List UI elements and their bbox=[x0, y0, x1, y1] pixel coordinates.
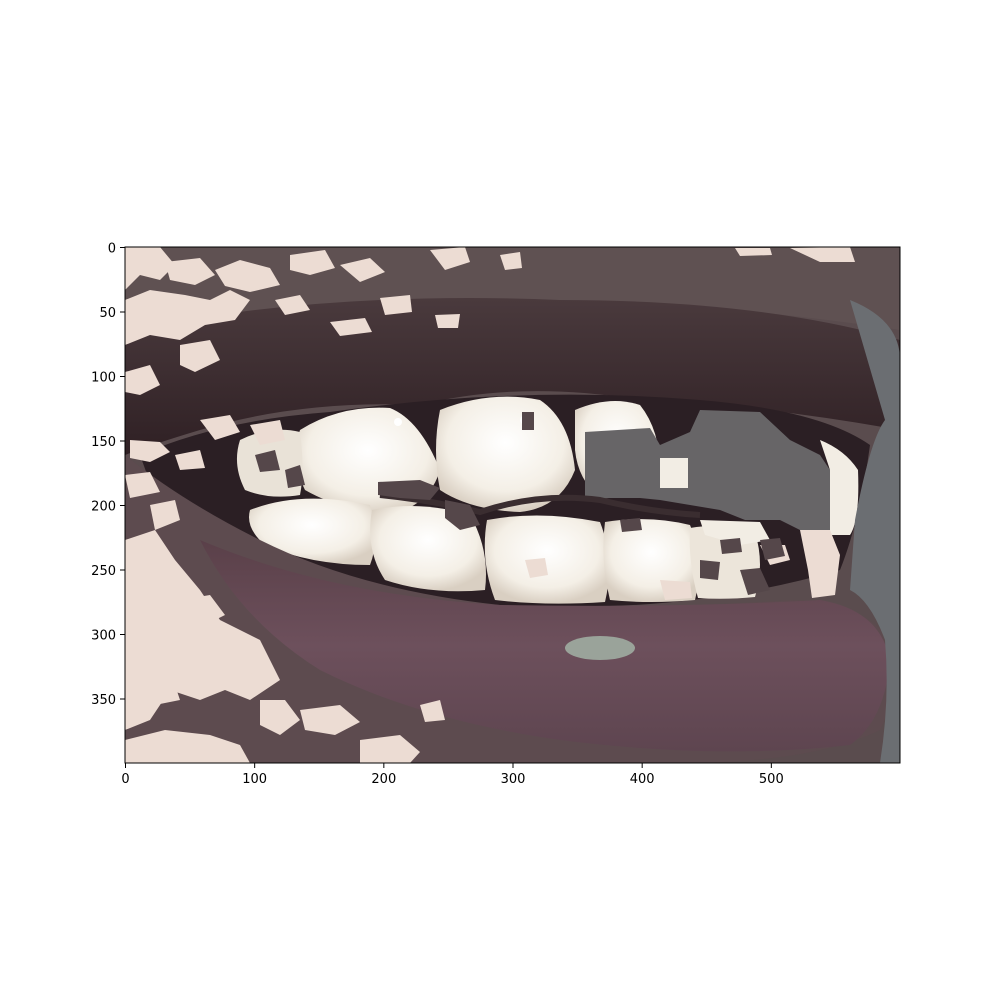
y-tick-label: 100 bbox=[91, 371, 116, 386]
y-tick-label: 50 bbox=[99, 306, 116, 321]
y-tick-label: 200 bbox=[91, 500, 116, 515]
y-tick-label: 350 bbox=[91, 693, 116, 708]
light-skin-patches bbox=[125, 247, 855, 763]
lip-highlight bbox=[565, 636, 635, 660]
y-axis: 0 50 100 150 200 250 300 350 bbox=[91, 242, 125, 708]
x-tick-label: 500 bbox=[759, 772, 784, 787]
x-tick-label: 0 bbox=[121, 772, 129, 787]
y-tick-label: 150 bbox=[91, 435, 116, 450]
x-tick-label: 100 bbox=[242, 772, 267, 787]
x-axis: 0 100 200 300 400 500 bbox=[121, 763, 784, 787]
dark-specks bbox=[255, 450, 785, 595]
y-tick-label: 0 bbox=[108, 242, 116, 257]
x-tick-label: 300 bbox=[501, 772, 526, 787]
x-tick-label: 400 bbox=[630, 772, 655, 787]
mouth-photo bbox=[125, 247, 900, 763]
x-tick-label: 200 bbox=[371, 772, 396, 787]
gray-segment-region bbox=[585, 410, 859, 545]
y-tick-label: 300 bbox=[91, 629, 116, 644]
y-tick-label: 250 bbox=[91, 564, 116, 579]
